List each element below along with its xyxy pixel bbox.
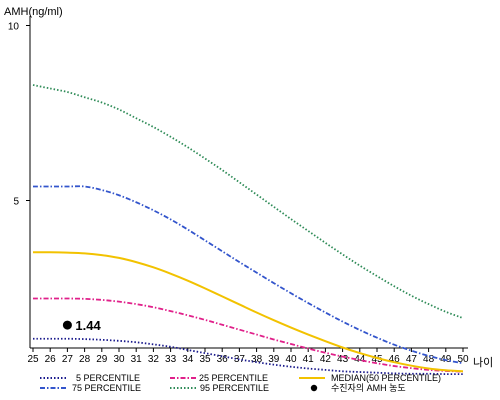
legend-label-4: 75 PERCENTILE bbox=[72, 383, 141, 393]
x-tick-label: 27 bbox=[62, 354, 74, 365]
y-axis-label: AMH(ng/ml) bbox=[4, 6, 63, 18]
x-tick-label: 45 bbox=[371, 354, 383, 365]
x-tick-label: 29 bbox=[96, 354, 108, 365]
marker-layer: 1.44 bbox=[62, 318, 101, 333]
legend-label-3: MEDIAN(50 PERCENTILE) bbox=[331, 373, 441, 383]
x-tick-label: 43 bbox=[337, 354, 349, 365]
x-tick-label: 28 bbox=[79, 354, 91, 365]
patient-amh-point bbox=[62, 320, 72, 330]
legend-label-1: 5 PERCENTILE bbox=[76, 373, 140, 383]
legend-label-5: 95 PERCENTILE bbox=[200, 383, 269, 393]
x-tick-label: 38 bbox=[251, 354, 263, 365]
x-tick-label: 46 bbox=[389, 354, 401, 365]
series-line-4 bbox=[33, 185, 464, 365]
x-tick-label: 41 bbox=[303, 354, 315, 365]
series-line-3 bbox=[32, 251, 464, 373]
x-tick-label: 44 bbox=[354, 354, 366, 365]
x-tick-label: 48 bbox=[423, 354, 435, 365]
legend-marker-label: 수진자의 AMH 농도 bbox=[331, 383, 406, 393]
x-tick-label: 30 bbox=[113, 354, 125, 365]
x-tick-label: 39 bbox=[268, 354, 280, 365]
x-tick-label: 31 bbox=[131, 354, 143, 365]
x-tick-label: 40 bbox=[285, 354, 297, 365]
x-tick-label: 35 bbox=[199, 354, 211, 365]
legend-label-2: 25 PERCENTILE bbox=[199, 373, 268, 383]
x-tick-label: 33 bbox=[165, 354, 177, 365]
series-line-1 bbox=[32, 337, 464, 376]
x-tick-label: 50 bbox=[457, 354, 469, 365]
x-tick-label: 32 bbox=[148, 354, 160, 365]
x-axis-label: 나이 bbox=[473, 356, 493, 369]
y-tick-label: 10 bbox=[8, 22, 20, 33]
legend: 5 PERCENTILE 25 PERCENTILE MEDIAN(50 PERCE… bbox=[40, 373, 441, 393]
x-tick-label: 26 bbox=[45, 354, 57, 365]
x-tick-label: 42 bbox=[320, 354, 332, 365]
series-line-2 bbox=[32, 297, 464, 373]
x-tick-label: 34 bbox=[182, 354, 194, 365]
x-tick-label: 25 bbox=[27, 354, 39, 365]
y-tick-label: 5 bbox=[13, 197, 19, 208]
axes: 5 10 AMH(ng/ml) 25 26 27 28 29 30 31 32 33 34 35 36 37 3… bbox=[4, 6, 493, 369]
series-layer bbox=[32, 84, 464, 376]
x-tick-label: 36 bbox=[217, 354, 229, 365]
patient-amh-label: 1.44 bbox=[75, 318, 101, 333]
x-tick-label: 37 bbox=[234, 354, 246, 365]
series-line-5 bbox=[32, 84, 464, 319]
x-tick-label: 47 bbox=[406, 354, 418, 365]
legend-marker-dot bbox=[310, 384, 318, 392]
